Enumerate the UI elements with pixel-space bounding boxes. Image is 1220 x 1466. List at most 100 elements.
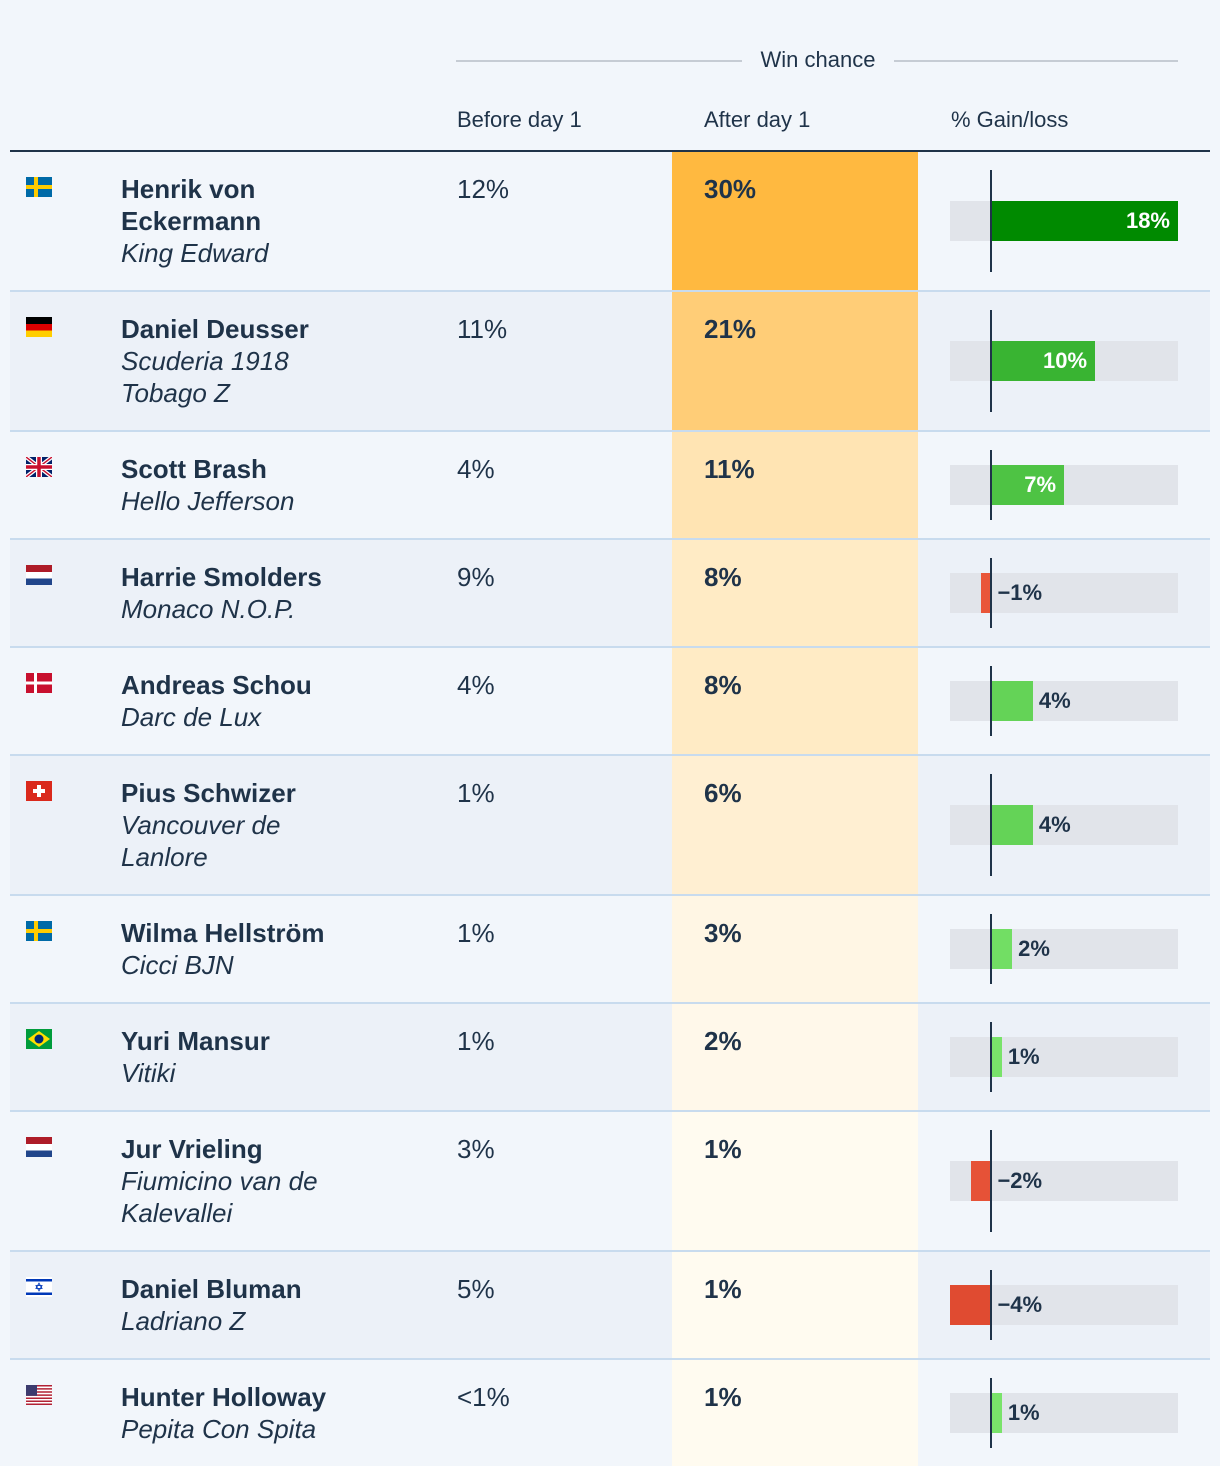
- flag-icon: [26, 1385, 52, 1405]
- after-value: 3%: [704, 918, 742, 948]
- table-row: Hunter Holloway Pepita Con Spita <1% 1% 1%: [10, 1359, 1210, 1466]
- column-header: After day 1: [704, 107, 811, 132]
- zero-line: [990, 558, 993, 628]
- name-cell: Daniel Bluman Ladriano Z: [121, 1251, 457, 1359]
- flag-icon: [26, 1277, 52, 1297]
- gain-bar: [970, 1161, 992, 1201]
- zero-line: [990, 170, 993, 272]
- table-row: Daniel Deusser Scuderia 1918 Tobago Z 11% 2…: [10, 291, 1210, 431]
- gain-label: −4%: [997, 1292, 1043, 1317]
- before-cell: 5%: [457, 1274, 495, 1304]
- gain-label: 4%: [1038, 812, 1071, 837]
- horse-name: Monaco N.O.P.: [121, 594, 296, 624]
- flag-icon: [26, 781, 52, 801]
- after-value: 8%: [704, 562, 742, 592]
- bar-track: −4%: [950, 1285, 1178, 1325]
- after-cell: 30%: [672, 152, 918, 291]
- flag-icon: [26, 457, 52, 477]
- name-cell: Henrik von Eckermann King Edward: [121, 152, 457, 291]
- after-value: 30%: [704, 174, 757, 204]
- before-cell: 11%: [457, 314, 508, 344]
- bar-track: 1%: [950, 1393, 1178, 1433]
- after-cell: 11%: [672, 431, 918, 539]
- after-value: 11%: [704, 454, 755, 484]
- horse-name: Vancouver de Lanlore: [121, 810, 281, 872]
- before-cell: 3%: [457, 1134, 495, 1164]
- rider-name: Henrik von Eckermann: [121, 174, 262, 236]
- name-cell: Hunter Holloway Pepita Con Spita: [121, 1359, 457, 1466]
- after-value: 8%: [704, 670, 742, 700]
- rider-name: Hunter Holloway: [121, 1382, 327, 1412]
- zero-line: [990, 774, 993, 876]
- zero-line: [990, 1130, 993, 1232]
- flag-cell: [10, 1251, 121, 1359]
- after-cell: 1%: [672, 1251, 918, 1359]
- gain-label: 7%: [1024, 472, 1056, 497]
- after-cell: 2%: [672, 1003, 918, 1111]
- rider-name: Yuri Mansur: [121, 1026, 270, 1056]
- gain-label: 2%: [1018, 936, 1050, 961]
- horse-name: Fiumicino van de Kalevallei: [121, 1166, 318, 1228]
- name-cell: Scott Brash Hello Jefferson: [121, 431, 457, 539]
- horse-name: Scuderia 1918 Tobago Z: [121, 346, 289, 408]
- after-value: 21%: [704, 314, 757, 344]
- name-cell: Pius Schwizer Vancouver de Lanlore: [121, 755, 457, 895]
- flag-cell: [10, 431, 121, 539]
- flag-cell: [10, 539, 121, 647]
- horse-name: Vitiki: [121, 1058, 176, 1088]
- zero-line: [990, 666, 993, 736]
- gain-cell: 1%: [918, 1359, 1210, 1466]
- gain-cell: 4%: [918, 755, 1210, 895]
- gain-label: −2%: [997, 1168, 1043, 1193]
- name-cell: Andreas Schou Darc de Lux: [121, 647, 457, 755]
- horse-name: Cicci BJN: [121, 950, 234, 980]
- rider-name: Scott Brash: [121, 454, 267, 484]
- bar-track: −1%: [950, 573, 1178, 613]
- flag-cell: [10, 1359, 121, 1466]
- gain-cell: −4%: [918, 1251, 1210, 1359]
- after-cell: 6%: [672, 755, 918, 895]
- rider-name: Jur Vrieling: [121, 1134, 263, 1164]
- zero-line: [990, 1270, 993, 1340]
- bar-track: 18%: [950, 201, 1178, 241]
- after-cell: 3%: [672, 895, 918, 1003]
- after-value: 1%: [704, 1382, 742, 1412]
- gain-cell: 10%: [918, 291, 1210, 431]
- flag-icon: [26, 1029, 52, 1049]
- gain-bar: [991, 1037, 1002, 1077]
- zero-line: [990, 1022, 993, 1092]
- bar-track: −2%: [950, 1161, 1178, 1201]
- before-cell: <1%: [457, 1382, 510, 1412]
- gain-cell: 7%: [918, 431, 1210, 539]
- bar-track: 10%: [950, 341, 1178, 381]
- gain-cell: 2%: [918, 895, 1210, 1003]
- gain-cell: 18%: [918, 152, 1210, 291]
- gain-bar: [991, 805, 1033, 845]
- after-cell: 8%: [672, 539, 918, 647]
- zero-line: [990, 1378, 993, 1448]
- table-row: Pius Schwizer Vancouver de Lanlore 1% 6% 4%: [10, 755, 1210, 895]
- table-row: Jur Vrieling Fiumicino van de Kalevallei 3…: [10, 1111, 1210, 1251]
- gain-bar: [991, 1393, 1002, 1433]
- gain-label: 4%: [1038, 688, 1071, 713]
- header-line: [456, 60, 742, 62]
- gain-label: 10%: [1043, 348, 1088, 373]
- header-line: [894, 60, 1178, 62]
- before-cell: 9%: [457, 562, 495, 592]
- gain-bar: [981, 573, 992, 613]
- bar-track: 1%: [950, 1037, 1178, 1077]
- gain-bar: [991, 341, 1096, 381]
- results-table: Henrik von Eckermann King Edward 12% 30% 18%…: [10, 152, 1210, 1466]
- flag-icon: [26, 921, 52, 941]
- flag-icon: [26, 565, 52, 585]
- horse-name: Darc de Lux: [121, 702, 262, 732]
- table-row: Daniel Bluman Ladriano Z 5% 1% −4%: [10, 1251, 1210, 1359]
- flag-icon: [26, 1137, 52, 1157]
- zero-line: [990, 914, 993, 984]
- rider-name: Wilma Hellström: [121, 918, 325, 948]
- after-cell: 21%: [672, 291, 918, 431]
- after-value: 2%: [704, 1026, 742, 1056]
- flag-cell: [10, 152, 121, 291]
- bar-track: 4%: [950, 805, 1178, 845]
